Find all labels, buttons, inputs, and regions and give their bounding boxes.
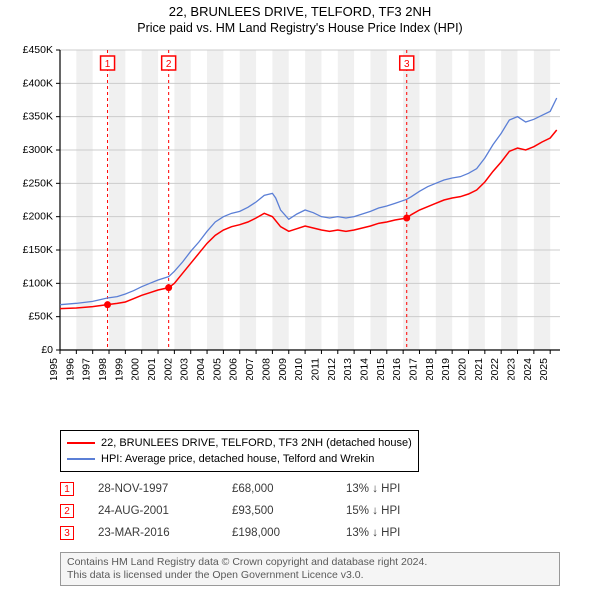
attribution-line-1: Contains HM Land Registry data © Crown c… [67,556,553,569]
y-tick-label: £400K [23,77,53,89]
x-tick-label: 2017 [407,358,419,380]
x-tick-label: 2023 [506,358,518,380]
x-tick-label: 2002 [162,358,174,380]
price-chart: £0 £50K £100K £150K £200K £250K £300K £350K £400… [0,0,600,380]
attribution-line-2: This data is licensed under the Open Gov… [67,569,553,582]
event-row: 1 28-NOV-1997 £68,000 13% ↓ HPI [60,478,400,500]
attribution: Contains HM Land Registry data © Crown c… [60,552,560,586]
event-row-delta: 15% ↓ HPI [346,505,400,517]
x-tick-label: 2008 [260,358,272,380]
legend-label: HPI: Average price, detached house, Telf… [101,453,374,465]
y-tick-label: £0 [41,344,53,356]
x-tick-label: 2009 [277,358,289,380]
event-row-badge: 1 [60,482,74,496]
x-tick-label: 2010 [293,358,305,380]
event-marker [104,301,111,308]
event-row-price: £198,000 [232,527,322,539]
x-tick-label: 2021 [473,358,485,380]
x-tick-label: 1996 [64,358,76,380]
x-tick-label: 2012 [326,358,338,380]
x-tick-label: 2022 [489,358,501,380]
event-marker [165,284,172,291]
x-tick-label: 2000 [130,358,142,380]
x-tick-label: 2014 [358,358,370,380]
x-tick-label: 2020 [456,358,468,380]
event-row: 2 24-AUG-2001 £93,500 15% ↓ HPI [60,500,400,522]
legend-label: 22, BRUNLEES DRIVE, TELFORD, TF3 2NH (de… [101,437,412,449]
event-marker [403,215,410,222]
x-tick-label: 2025 [538,358,550,380]
x-tick-label: 2003 [179,358,191,380]
event-row-badge: 2 [60,504,74,518]
x-tick-label: 2013 [342,358,354,380]
event-row-delta: 13% ↓ HPI [346,527,400,539]
x-tick-label: 2004 [195,358,207,380]
x-tick-label: 2005 [211,358,223,380]
event-badge-num: 3 [404,59,410,70]
legend-swatch [67,458,95,460]
y-tick-label: £50K [28,311,53,323]
y-tick-label: £100K [23,277,53,289]
x-tick-label: 2016 [391,358,403,380]
x-tick-label: 1998 [97,358,109,380]
y-tick-label: £150K [23,244,53,256]
x-tick-label: 2024 [522,358,534,380]
x-tick-label: 1995 [48,358,60,380]
legend-swatch [67,442,95,444]
x-tick-label: 2001 [146,358,158,380]
event-row-price: £68,000 [232,483,322,495]
y-tick-label: £200K [23,211,53,223]
y-tick-label: £250K [23,177,53,189]
event-badge-num: 2 [166,59,172,70]
legend: 22, BRUNLEES DRIVE, TELFORD, TF3 2NH (de… [60,430,419,472]
x-tick-label: 1999 [113,358,125,380]
events-table: 1 28-NOV-1997 £68,000 13% ↓ HPI 2 24-AUG-2001… [60,478,400,544]
event-row-date: 28-NOV-1997 [98,483,208,495]
y-tick-label: £300K [23,144,53,156]
legend-row: HPI: Average price, detached house, Telf… [67,451,412,467]
x-tick-label: 2018 [424,358,436,380]
event-row-price: £93,500 [232,505,322,517]
event-row-badge: 3 [60,526,74,540]
x-tick-label: 1997 [81,358,93,380]
x-tick-label: 2006 [228,358,240,380]
event-row-delta: 13% ↓ HPI [346,483,400,495]
y-tick-label: £450K [23,44,53,56]
x-tick-label: 2011 [309,358,321,380]
event-row-date: 24-AUG-2001 [98,505,208,517]
y-tick-label: £350K [23,111,53,123]
x-tick-label: 2007 [244,358,256,380]
event-badge-num: 1 [105,59,111,70]
x-tick-label: 2019 [440,358,452,380]
x-tick-label: 2015 [375,358,387,380]
legend-row: 22, BRUNLEES DRIVE, TELFORD, TF3 2NH (de… [67,435,412,451]
event-row-date: 23-MAR-2016 [98,527,208,539]
event-row: 3 23-MAR-2016 £198,000 13% ↓ HPI [60,522,400,544]
